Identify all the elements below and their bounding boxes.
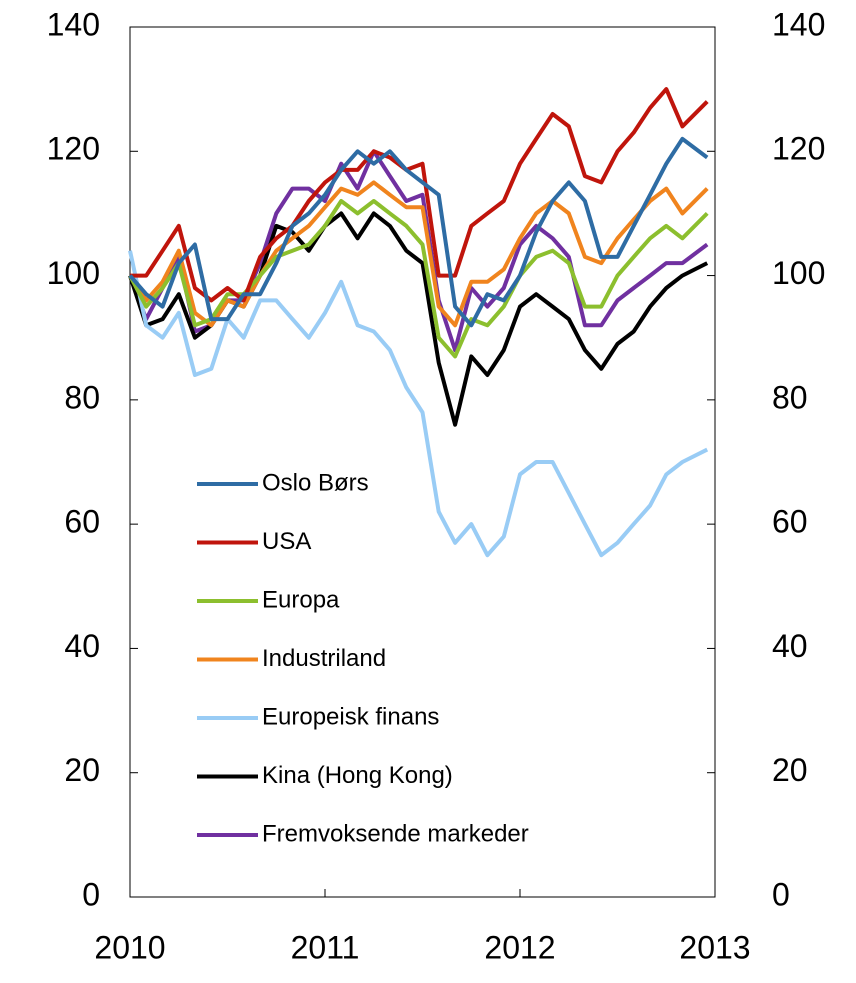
y2-tick-label: 80 <box>772 379 808 415</box>
y-tick-label: 40 <box>64 628 100 664</box>
series-line <box>128 136 709 328</box>
legend-label: Europa <box>262 586 340 613</box>
legend-label: Oslo Børs <box>262 469 369 496</box>
x-tick-label: 2011 <box>291 929 360 965</box>
x-tick-label: 2013 <box>679 929 750 965</box>
y-tick-label: 140 <box>47 6 100 42</box>
series-line <box>128 250 709 558</box>
y2-tick-label: 100 <box>772 255 825 291</box>
y2-tick-label: 40 <box>772 628 808 664</box>
y-tick-label: 100 <box>47 255 100 291</box>
y-tick-label: 120 <box>47 131 100 167</box>
x-tick-label: 2012 <box>484 929 555 965</box>
series-line <box>128 180 709 328</box>
legend-label: Kina (Hong Kong) <box>262 762 453 789</box>
legend-label: USA <box>262 528 311 555</box>
y-tick-label: 60 <box>64 504 100 540</box>
legend-label: Europeisk finans <box>262 703 439 730</box>
y2-tick-label: 0 <box>772 876 790 912</box>
y2-tick-label: 120 <box>772 131 825 167</box>
y-tick-label: 20 <box>64 752 100 788</box>
x-tick-label: 2010 <box>94 929 165 965</box>
legend-label: Industriland <box>262 645 386 672</box>
series-line <box>130 87 709 303</box>
y2-tick-label: 20 <box>772 752 808 788</box>
y-tick-label: 80 <box>64 379 100 415</box>
series-line <box>128 199 709 359</box>
y2-tick-label: 140 <box>772 6 825 42</box>
plot-frame <box>129 26 716 898</box>
y2-tick-label: 60 <box>772 504 808 540</box>
legend-label: Fremvoksende markeder <box>262 820 529 847</box>
y-tick-label: 0 <box>82 876 100 912</box>
